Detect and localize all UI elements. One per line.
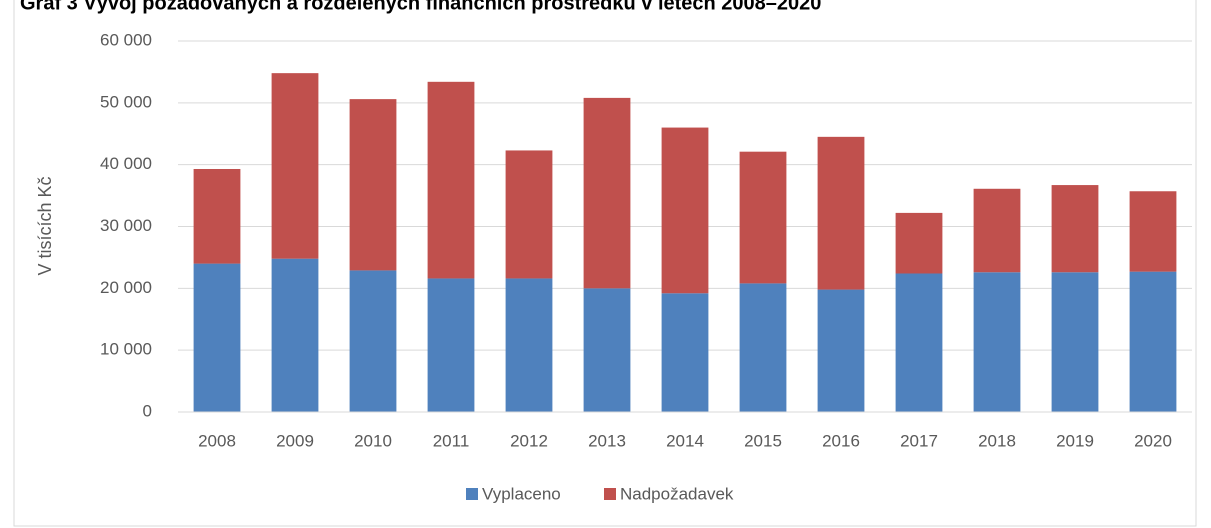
bar-segment bbox=[973, 272, 1021, 412]
bar-segment bbox=[817, 289, 865, 412]
y-axis-label: V tisících Kč bbox=[35, 176, 55, 275]
x-tick-label: 2011 bbox=[433, 431, 470, 450]
y-tick-label: 10 000 bbox=[100, 340, 152, 359]
bar-segment bbox=[895, 273, 943, 412]
bar-segment bbox=[661, 293, 709, 412]
y-tick-label: 60 000 bbox=[100, 30, 152, 49]
legend-label: Vyplaceno bbox=[482, 484, 561, 503]
bar-segment bbox=[271, 258, 319, 412]
x-tick-label: 2018 bbox=[978, 431, 1016, 450]
x-tick-label: 2013 bbox=[588, 431, 626, 450]
x-tick-label: 2015 bbox=[744, 431, 782, 450]
y-tick-label: 30 000 bbox=[100, 216, 152, 235]
bar-segment bbox=[349, 270, 397, 412]
legend-swatch bbox=[466, 488, 478, 500]
bar-segment bbox=[505, 278, 553, 412]
bar-segment bbox=[1129, 191, 1177, 272]
bar-segment bbox=[583, 288, 631, 412]
bar-segment bbox=[817, 136, 865, 290]
bar-segment bbox=[349, 99, 397, 271]
bar-segment bbox=[1051, 185, 1099, 273]
bar-segment bbox=[271, 73, 319, 259]
bar-segment bbox=[505, 150, 553, 279]
y-tick-label: 0 bbox=[143, 401, 152, 420]
x-tick-label: 2008 bbox=[198, 431, 236, 450]
bar-segment bbox=[973, 188, 1021, 273]
bar-segment bbox=[739, 151, 787, 284]
x-tick-label: 2016 bbox=[822, 431, 860, 450]
bar-segment bbox=[427, 81, 475, 279]
y-tick-label: 40 000 bbox=[100, 154, 152, 173]
bar-segment bbox=[1129, 271, 1177, 412]
y-tick-label: 20 000 bbox=[100, 278, 152, 297]
bar-segment bbox=[193, 263, 241, 412]
x-tick-label: 2010 bbox=[354, 431, 392, 450]
x-tick-label: 2012 bbox=[510, 431, 548, 450]
bar-segment bbox=[661, 127, 709, 294]
x-tick-label: 2019 bbox=[1056, 431, 1094, 450]
x-tick-label: 2017 bbox=[900, 431, 938, 450]
bar-segment bbox=[739, 283, 787, 412]
chart-border bbox=[13, 0, 1197, 527]
y-tick-label: 50 000 bbox=[100, 92, 152, 111]
legend-swatch bbox=[604, 488, 616, 500]
x-tick-label: 2014 bbox=[666, 431, 704, 450]
bar-segment bbox=[427, 278, 475, 412]
bar-segment bbox=[583, 97, 631, 289]
legend-label: Nadpožadavek bbox=[620, 484, 734, 503]
x-tick-label: 2020 bbox=[1134, 431, 1172, 450]
chart-title: Graf 3 Vývoj požadovaných a rozdělených … bbox=[20, 0, 821, 14]
bar-segment bbox=[193, 168, 241, 264]
bar-segment bbox=[895, 212, 943, 274]
x-tick-label: 2009 bbox=[276, 431, 314, 450]
bar-segment bbox=[1051, 272, 1099, 412]
